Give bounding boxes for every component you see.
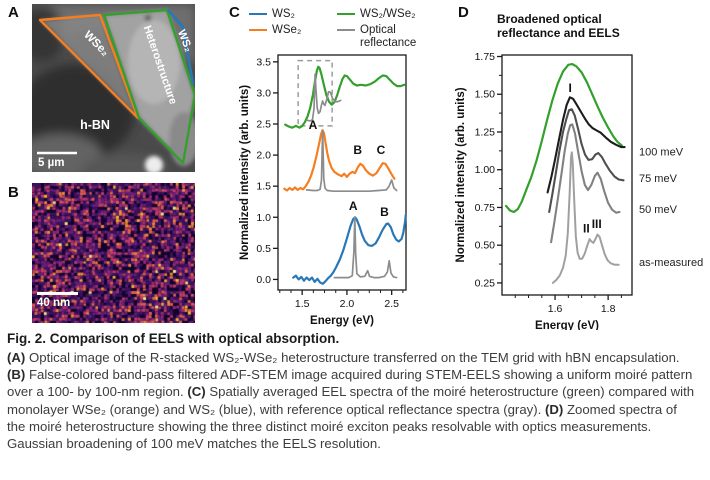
svg-text:1.0: 1.0 <box>256 212 271 224</box>
panel-d-label: D <box>458 4 469 21</box>
svg-text:2.0: 2.0 <box>340 298 355 310</box>
svg-text:0.50: 0.50 <box>475 240 496 252</box>
legend-line-swatch <box>249 13 267 15</box>
svg-text:2.0: 2.0 <box>256 150 271 162</box>
svg-text:3.0: 3.0 <box>256 87 271 99</box>
svg-text:Normalized intensity (arb. uni: Normalized intensity (arb. units) <box>455 87 467 262</box>
svg-text:1.25: 1.25 <box>475 126 496 138</box>
svg-text:2.5: 2.5 <box>256 119 271 131</box>
legend-label: WS₂/WSe₂ <box>360 8 416 20</box>
optical-microscopy-image: WSe₂ Heterostructure WS₂ h-BN 5 µm <box>32 4 195 172</box>
caption-body: (A) Optical image of the R-stacked WS₂-W… <box>7 349 695 452</box>
caption-panel-marker: (A) <box>7 350 29 365</box>
scale-bar-b: 40 nm <box>37 292 78 309</box>
caption-text: Zoomed spectra of the moiré heterostruct… <box>7 401 677 452</box>
svg-text:1.5: 1.5 <box>256 181 271 193</box>
svg-text:2.5: 2.5 <box>384 298 399 310</box>
caption-text: Spatially averaged EEL spectra of the mo… <box>7 384 695 417</box>
legend-label: WS₂ <box>272 8 295 20</box>
scale-bar-b-line <box>37 292 78 295</box>
panel-b-label: B <box>8 184 19 201</box>
svg-text:Normalized intensity (arb. uni: Normalized intensity (arb. units) <box>239 85 251 260</box>
svg-text:B: B <box>380 205 389 219</box>
eels-spectra-chart: 1.5 2.0 2.5 0.0 0.5 1.0 1.5 2.0 2.5 3.0 3.5 A B C A B En… <box>239 54 407 327</box>
svg-text:0.5: 0.5 <box>256 243 271 255</box>
legend: WS₂ WSe₂ WS₂/WSe₂ Optical reflectance <box>249 8 432 50</box>
svg-text:as-measured: as-measured <box>639 257 703 269</box>
svg-text:100 meV: 100 meV <box>639 147 684 159</box>
legend-item: Optical reflectance <box>337 24 432 50</box>
svg-text:III: III <box>592 217 602 231</box>
ws2-region-outline <box>167 9 195 85</box>
svg-text:1.5: 1.5 <box>295 298 310 310</box>
svg-text:A: A <box>349 199 358 213</box>
svg-text:I: I <box>569 81 572 95</box>
hbn-region-label: h-BN <box>80 118 110 132</box>
svg-text:75 meV: 75 meV <box>639 173 678 185</box>
svg-text:Energy (eV): Energy (eV) <box>310 315 374 327</box>
legend-line-swatch <box>337 29 355 31</box>
wse2-region-outline <box>38 13 140 120</box>
legend-line-swatch <box>249 29 267 31</box>
legend-label: WSe₂ <box>272 24 302 36</box>
svg-text:0.25: 0.25 <box>475 277 496 289</box>
caption-panel-marker: (C) <box>187 384 210 400</box>
panel-c-label: C <box>229 4 240 21</box>
legend-item: WSe₂ <box>249 24 329 50</box>
svg-text:0.0: 0.0 <box>256 274 271 286</box>
svg-text:1.6: 1.6 <box>548 303 563 315</box>
caption-text: False-colored band-pass filtered ADF-STE… <box>7 367 693 400</box>
svg-text:Energy (eV): Energy (eV) <box>535 320 599 330</box>
svg-text:B: B <box>353 143 362 157</box>
svg-text:1.50: 1.50 <box>475 89 496 101</box>
svg-text:50 meV: 50 meV <box>639 204 678 216</box>
svg-text:II: II <box>583 221 590 235</box>
svg-text:1.8: 1.8 <box>601 303 616 315</box>
svg-text:A: A <box>309 118 318 132</box>
scale-bar-b-label: 40 nm <box>37 296 71 309</box>
svg-text:3.5: 3.5 <box>256 56 271 68</box>
legend-item: WS₂/WSe₂ <box>337 8 432 21</box>
scale-bar-a-label: 5 µm <box>38 157 64 169</box>
svg-text:1.00: 1.00 <box>475 164 496 176</box>
svg-text:1.75: 1.75 <box>475 51 496 63</box>
panel-d-title: Broadened optical reflectance and EELS <box>497 12 620 40</box>
caption-title: Fig. 2. Comparison of EELS with optical … <box>7 331 340 346</box>
caption-panel-marker: (D) <box>544 401 567 417</box>
svg-text:0.75: 0.75 <box>475 202 496 214</box>
panel-a-label: A <box>8 4 19 21</box>
caption-text: Optical image of the R-stacked WS₂-WSe₂ … <box>28 350 680 365</box>
figure-caption: Fig. 2. Comparison of EELS with optical … <box>7 331 695 452</box>
heterostructure-region-outline <box>102 8 195 165</box>
legend-line-swatch <box>337 13 355 15</box>
adf-stem-image <box>32 183 195 323</box>
legend-label: Optical reflectance <box>360 24 417 49</box>
legend-item: WS₂ <box>249 8 329 21</box>
svg-text:C: C <box>377 143 386 157</box>
caption-panel-marker: (B) <box>7 367 29 383</box>
